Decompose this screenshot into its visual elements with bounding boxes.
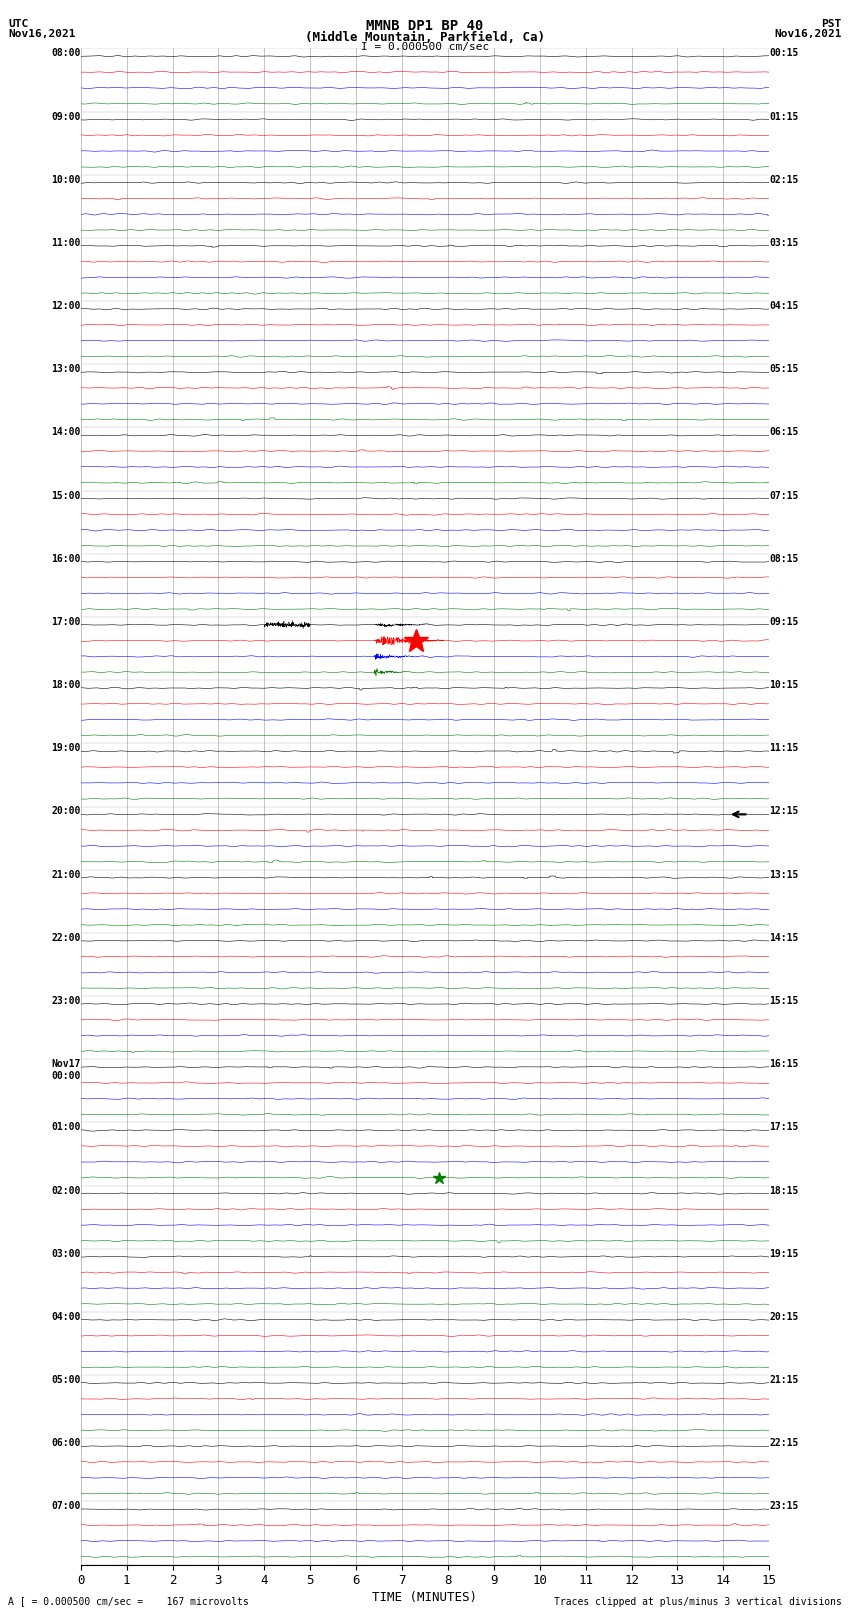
Text: 09:15: 09:15 (769, 618, 799, 627)
Text: 12:15: 12:15 (769, 806, 799, 816)
Text: 21:15: 21:15 (769, 1374, 799, 1386)
Text: 07:15: 07:15 (769, 490, 799, 500)
Text: 03:15: 03:15 (769, 239, 799, 248)
Text: 10:15: 10:15 (769, 681, 799, 690)
Text: 01:00: 01:00 (51, 1123, 81, 1132)
Text: 22:15: 22:15 (769, 1439, 799, 1448)
Text: 15:00: 15:00 (51, 490, 81, 500)
Text: 11:00: 11:00 (51, 239, 81, 248)
Text: 23:15: 23:15 (769, 1502, 799, 1511)
Text: 13:00: 13:00 (51, 365, 81, 374)
Text: 11:15: 11:15 (769, 744, 799, 753)
Text: 16:15: 16:15 (769, 1060, 799, 1069)
Text: Nov16,2021: Nov16,2021 (774, 29, 842, 39)
Text: Traces clipped at plus/minus 3 vertical divisions: Traces clipped at plus/minus 3 vertical … (553, 1597, 842, 1607)
Text: MMNB DP1 BP 40: MMNB DP1 BP 40 (366, 19, 484, 34)
Text: 17:15: 17:15 (769, 1123, 799, 1132)
Text: Nov17
00:00: Nov17 00:00 (51, 1060, 81, 1081)
Text: 15:15: 15:15 (769, 997, 799, 1007)
Text: 20:15: 20:15 (769, 1311, 799, 1323)
Text: I = 0.000500 cm/sec: I = 0.000500 cm/sec (361, 42, 489, 52)
Text: 02:00: 02:00 (51, 1186, 81, 1195)
Text: 18:15: 18:15 (769, 1186, 799, 1195)
Text: UTC: UTC (8, 19, 29, 29)
Text: 14:00: 14:00 (51, 427, 81, 437)
Text: 22:00: 22:00 (51, 932, 81, 944)
Text: Nov16,2021: Nov16,2021 (8, 29, 76, 39)
Text: 06:15: 06:15 (769, 427, 799, 437)
Text: 14:15: 14:15 (769, 932, 799, 944)
Text: 19:15: 19:15 (769, 1248, 799, 1258)
Text: 00:15: 00:15 (769, 48, 799, 58)
Text: 16:00: 16:00 (51, 553, 81, 565)
Text: 07:00: 07:00 (51, 1502, 81, 1511)
Text: 08:00: 08:00 (51, 48, 81, 58)
Text: 23:00: 23:00 (51, 997, 81, 1007)
Text: 04:15: 04:15 (769, 302, 799, 311)
Text: 05:00: 05:00 (51, 1374, 81, 1386)
Text: (Middle Mountain, Parkfield, Ca): (Middle Mountain, Parkfield, Ca) (305, 31, 545, 44)
Text: 02:15: 02:15 (769, 174, 799, 185)
Text: 03:00: 03:00 (51, 1248, 81, 1258)
Text: 10:00: 10:00 (51, 174, 81, 185)
Text: 19:00: 19:00 (51, 744, 81, 753)
Text: A [ = 0.000500 cm/sec =    167 microvolts: A [ = 0.000500 cm/sec = 167 microvolts (8, 1597, 249, 1607)
Text: 01:15: 01:15 (769, 111, 799, 121)
Text: 18:00: 18:00 (51, 681, 81, 690)
Text: 09:00: 09:00 (51, 111, 81, 121)
Text: PST: PST (821, 19, 842, 29)
Text: 12:00: 12:00 (51, 302, 81, 311)
Text: 13:15: 13:15 (769, 869, 799, 879)
Text: 17:00: 17:00 (51, 618, 81, 627)
Text: 04:00: 04:00 (51, 1311, 81, 1323)
Text: 06:00: 06:00 (51, 1439, 81, 1448)
Text: 05:15: 05:15 (769, 365, 799, 374)
Text: 20:00: 20:00 (51, 806, 81, 816)
X-axis label: TIME (MINUTES): TIME (MINUTES) (372, 1592, 478, 1605)
Text: 21:00: 21:00 (51, 869, 81, 879)
Text: 08:15: 08:15 (769, 553, 799, 565)
